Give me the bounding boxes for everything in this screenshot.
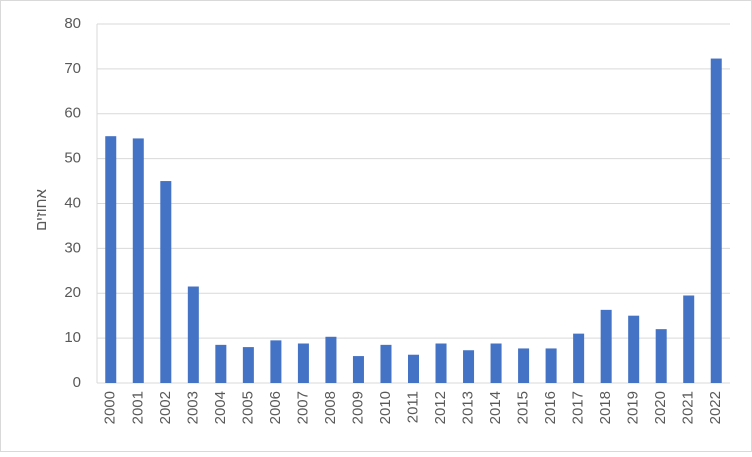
y-tick-label: 50 xyxy=(64,150,81,167)
y-tick-label: 80 xyxy=(64,15,81,32)
y-tick-label: 70 xyxy=(64,60,81,77)
y-axis-label: אחוזים xyxy=(33,189,50,231)
x-tick-label: 2002 xyxy=(157,391,174,424)
y-tick-label: 0 xyxy=(73,374,81,391)
x-tick-label: 2016 xyxy=(542,391,559,424)
bar xyxy=(380,344,392,383)
bar xyxy=(297,343,309,383)
x-tick-label: 2017 xyxy=(570,391,587,424)
bar xyxy=(573,333,585,383)
x-tick-label: 2000 xyxy=(102,391,119,424)
x-tick-label: 2015 xyxy=(515,391,532,424)
x-tick-label: 2009 xyxy=(349,391,366,424)
bar xyxy=(325,336,337,383)
bar xyxy=(407,354,420,383)
bar xyxy=(628,315,640,383)
x-tick-label: 2004 xyxy=(212,391,229,424)
x-tick-label: 2007 xyxy=(294,391,311,424)
x-tick-label: 2014 xyxy=(487,391,504,424)
x-tick-label: 2001 xyxy=(129,391,146,424)
y-tick-label: 10 xyxy=(64,329,81,346)
bar xyxy=(187,286,199,383)
y-tick-label: 30 xyxy=(64,239,81,256)
x-tick-label: 2020 xyxy=(652,391,669,424)
bar xyxy=(215,344,227,383)
bar xyxy=(352,356,364,383)
x-tick-label: 2008 xyxy=(322,391,339,424)
bar xyxy=(270,340,282,383)
x-tick-label: 2003 xyxy=(184,391,201,424)
bar xyxy=(545,348,557,383)
bar xyxy=(710,58,722,384)
x-tick-label: 2013 xyxy=(460,391,477,424)
x-tick-label: 2012 xyxy=(432,391,449,424)
bar xyxy=(518,348,530,383)
x-tick-label: 2006 xyxy=(267,391,284,424)
bar xyxy=(463,350,475,383)
y-tick-label: 40 xyxy=(64,194,81,211)
bar xyxy=(160,181,172,383)
y-tick-label: 20 xyxy=(64,284,81,301)
x-tick-label: 2010 xyxy=(377,391,394,424)
y-tick-label: 60 xyxy=(64,105,81,122)
x-tick-label: 2011 xyxy=(404,391,421,423)
bar xyxy=(655,329,667,383)
bar xyxy=(435,343,447,383)
x-tick-label: 2021 xyxy=(680,391,697,424)
x-tick-label: 2022 xyxy=(707,391,724,424)
bar xyxy=(242,347,254,383)
bar xyxy=(600,309,612,383)
x-tick-label: 2019 xyxy=(625,391,642,424)
x-tick-label: 2018 xyxy=(597,391,614,424)
x-tick-label: 2005 xyxy=(239,391,256,424)
bar xyxy=(490,343,502,383)
bar xyxy=(105,136,117,383)
bar xyxy=(683,295,695,383)
bar xyxy=(132,138,144,383)
